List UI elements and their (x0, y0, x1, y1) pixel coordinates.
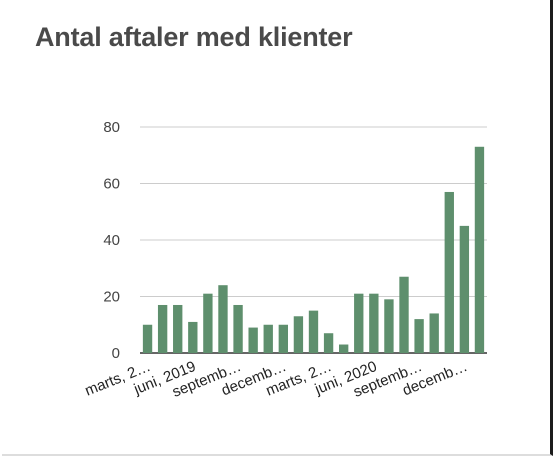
bar (369, 293, 379, 353)
bar (323, 333, 334, 353)
bar (188, 321, 198, 353)
y-axis-labels: 0 20 40 60 80 (103, 119, 120, 362)
y-tick-label: 40 (103, 232, 120, 249)
bar (354, 293, 364, 353)
bar (203, 293, 213, 353)
bar (308, 310, 319, 354)
y-tick-label: 20 (103, 289, 120, 306)
bar (444, 191, 454, 353)
bar (293, 316, 304, 353)
bar (263, 324, 273, 353)
bar (459, 225, 470, 354)
bar (414, 319, 424, 353)
bar (384, 299, 394, 353)
gridlines (140, 126, 487, 354)
bar (157, 304, 168, 353)
bar (474, 146, 485, 353)
bar (218, 285, 228, 353)
chart-title: Antal aftaler med klienter (35, 22, 353, 52)
bar (339, 344, 349, 353)
bar (142, 324, 153, 353)
x-axis-labels: marts, 2…juni, 2019septemb…decemb…marts,… (83, 358, 470, 401)
bar (429, 313, 439, 353)
bar (248, 327, 258, 353)
y-tick-label: 80 (103, 119, 120, 136)
y-tick-label: 60 (103, 176, 120, 193)
bar (233, 304, 243, 353)
bar (173, 304, 183, 353)
bar (399, 276, 409, 353)
bar (278, 324, 288, 353)
bars (142, 146, 485, 354)
y-tick-label: 0 (112, 345, 120, 362)
